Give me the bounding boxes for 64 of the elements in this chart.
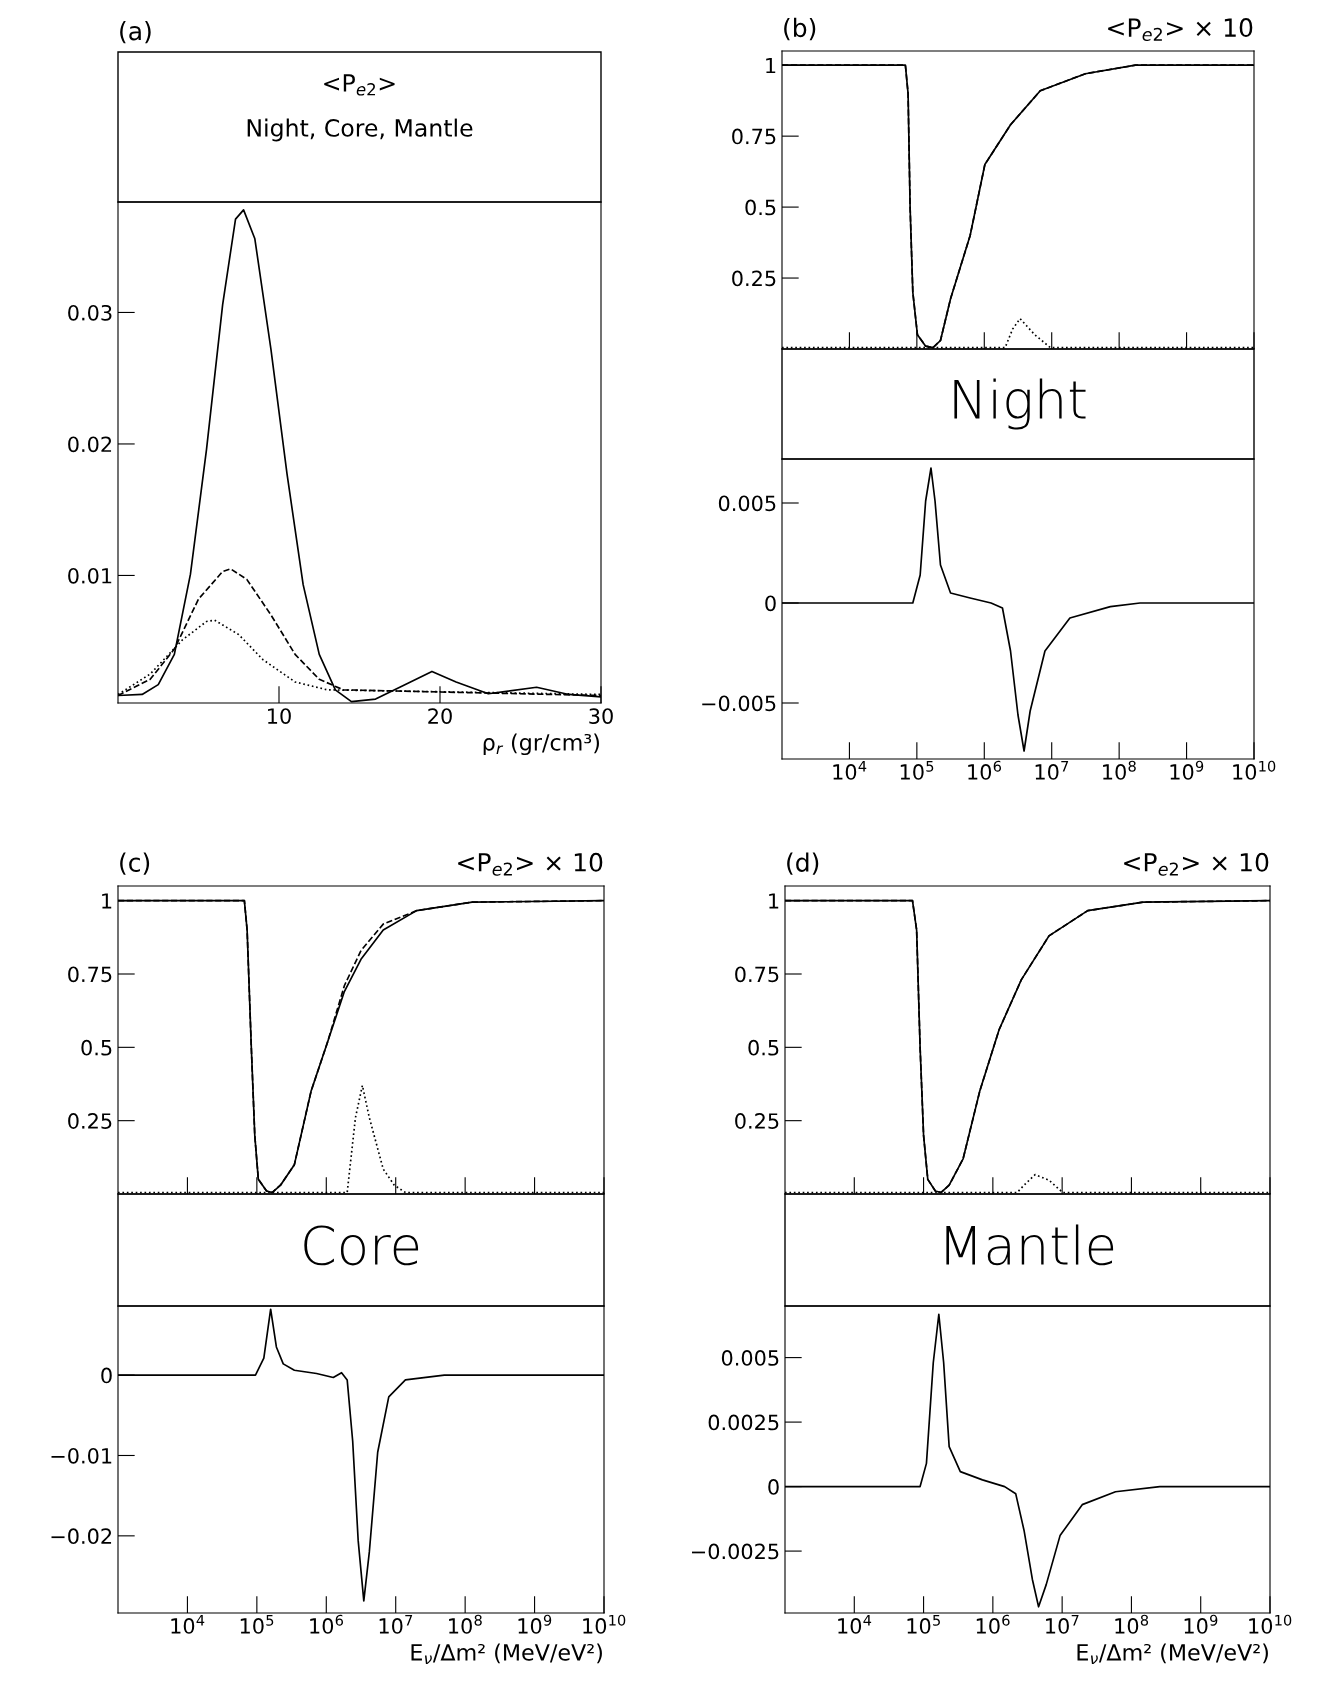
y-tick-label: 0.005 [721, 1350, 779, 1366]
x-tick-label: 10$^{8}$ [449, 1614, 482, 1634]
x-tick-label: 10$^{10}$ [1233, 760, 1276, 780]
y-tick-label: 0 [101, 1367, 112, 1384]
x-tick-label: 10$^{10}$ [583, 1614, 626, 1634]
x-tick-label: 10$^{4}$ [838, 1614, 872, 1634]
chart-title: Core [304, 1225, 419, 1266]
chart-subtitle: <P$_{e2}$> × 10 [1108, 18, 1253, 42]
y-tick-label: 0 [768, 1479, 779, 1495]
y-tick-label: −0.005 [702, 695, 776, 712]
x-tick-label: 10$^{8}$ [1115, 1614, 1149, 1634]
x-tick-label: 10$^{5}$ [240, 1614, 274, 1634]
y-tick-label: 0.75 [735, 966, 779, 983]
x-tick-label: 10$^{7}$ [1035, 760, 1069, 780]
x-tick-label: 10$^{4}$ [833, 760, 867, 780]
chart-title: (b) [784, 17, 816, 41]
y-tick-label: 0.75 [68, 966, 112, 983]
x-tick-label: 10$^{10}$ [1249, 1614, 1292, 1634]
chart-title: Night [954, 378, 1086, 430]
x-tick-label: 10$^{9}$ [518, 1614, 552, 1634]
chart-title: Mantle [946, 1224, 1114, 1266]
chart-title: (a) [120, 21, 151, 44]
x-tick-label: 10$^{7}$ [379, 1614, 413, 1634]
x-tick-label: 10$^{9}$ [1170, 760, 1204, 780]
x-tick-label: 30 [589, 708, 613, 724]
y-tick-label: 0.01 [68, 567, 112, 584]
y-tick-label: 0.25 [732, 270, 776, 287]
y-tick-label: 0.5 [81, 1039, 112, 1056]
y-tick-label: 0.25 [68, 1113, 112, 1129]
x-tick-label: 10$^{5}$ [900, 760, 934, 780]
chart-title: (d) [787, 852, 819, 875]
chart-subtitle: <P$_{e2}$> × 10 [1124, 852, 1269, 876]
y-tick-label: 0.0025 [708, 1414, 779, 1431]
y-tick-label: 0.5 [745, 199, 776, 216]
x-axis-title: E$_{ν}$/Δm² (MeV/eV²) [1077, 1643, 1268, 1665]
x-axis-title: E$_{ν}$/Δm² (MeV/eV²) [411, 1643, 602, 1665]
x-tick-label: 20 [428, 708, 452, 724]
text: Night, Core, Mantle [247, 118, 473, 142]
x-tick-label: 10$^{6}$ [968, 760, 1002, 780]
y-tick-label: 1 [766, 57, 776, 74]
y-tick-label: −0.01 [51, 1447, 112, 1464]
x-tick-label: 10$^{4}$ [171, 1614, 205, 1634]
y-tick-label: 0.25 [735, 1113, 779, 1129]
y-tick-label: 0.03 [68, 304, 112, 321]
y-tick-label: 0 [765, 595, 776, 612]
x-tick-label: 10$^{6}$ [976, 1614, 1010, 1634]
x-tick-label: 10 [268, 708, 291, 724]
x-tick-label: 10$^{7}$ [1046, 1614, 1079, 1634]
y-tick-label: 0.5 [748, 1039, 779, 1056]
y-tick-label: −0.02 [51, 1528, 112, 1545]
y-tick-label: −0.0025 [691, 1543, 779, 1560]
chart-title: (c) [120, 852, 150, 875]
y-tick-label: 0.005 [718, 495, 776, 512]
chart-subtitle: <P$_{e2}$> × 10 [458, 852, 603, 876]
y-tick-label: 1 [769, 893, 779, 909]
chart-subtitle: <P$_{e2}$> [324, 74, 395, 96]
x-tick-label: 10$^{9}$ [1184, 1614, 1218, 1634]
x-axis-title: ρ$_{r}$ (gr/cm³) [483, 733, 599, 756]
y-tick-label: 0.02 [68, 436, 112, 453]
y-tick-label: 1 [102, 893, 112, 909]
x-tick-label: 10$^{8}$ [1103, 760, 1136, 780]
x-tick-label: 10$^{6}$ [310, 1614, 344, 1634]
y-tick-label: 0.75 [732, 128, 776, 145]
x-tick-label: 10$^{5}$ [907, 1614, 940, 1634]
